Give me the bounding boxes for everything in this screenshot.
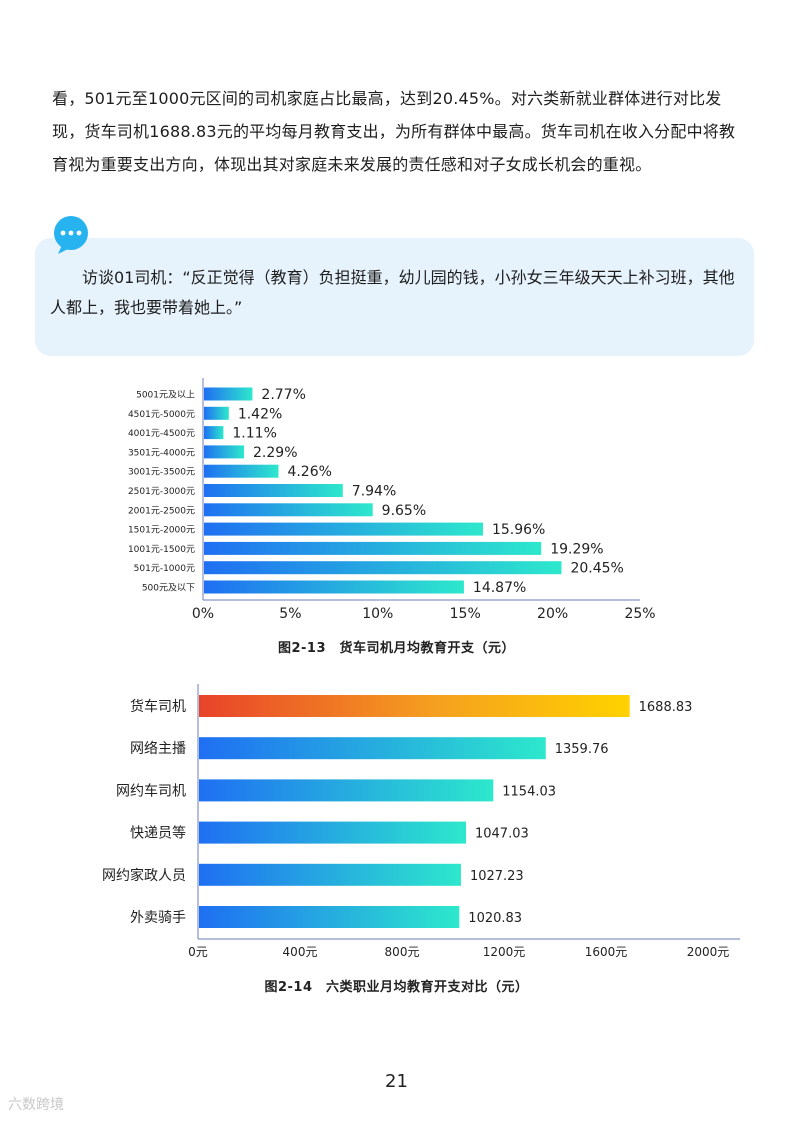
x-tick-label: 20%	[537, 606, 568, 622]
x-tick-label: 400元	[283, 945, 318, 959]
value-label: 14.87%	[473, 580, 526, 596]
category-label: 4501元-5000元	[128, 410, 195, 420]
value-label: 1.42%	[238, 406, 282, 422]
value-label: 1.11%	[232, 426, 276, 442]
x-tick-label: 800元	[385, 945, 420, 959]
category-label: 外卖骑手	[130, 910, 186, 926]
x-tick-label: 0元	[188, 945, 208, 959]
bar	[199, 821, 466, 844]
value-label: 1047.03	[475, 827, 529, 842]
x-tick-label: 25%	[624, 606, 655, 622]
bar	[204, 464, 279, 478]
value-label: 1020.83	[468, 911, 522, 926]
category-label: 1001元-1500元	[128, 545, 195, 555]
value-label: 4.26%	[287, 464, 331, 480]
chart-caption-2-14: 图2-14 六类职业月均教育开支对比（元）	[264, 980, 529, 995]
category-label: 2501元-3000元	[128, 487, 195, 497]
value-label: 19.29%	[550, 541, 603, 557]
bar	[204, 406, 229, 420]
x-tick-label: 1600元	[585, 945, 628, 959]
bar	[204, 580, 464, 594]
value-label: 15.96%	[492, 522, 545, 538]
x-tick-label: 2000元	[687, 945, 730, 959]
category-label: 货车司机	[130, 698, 186, 715]
value-label: 9.65%	[382, 503, 426, 519]
category-label: 网约家政人员	[102, 867, 186, 884]
category-label: 3001元-3500元	[128, 468, 195, 478]
category-label: 网约车司机	[116, 782, 186, 799]
category-label: 500元及以下	[142, 583, 195, 594]
category-label: 快递员等	[130, 825, 186, 842]
bar	[204, 522, 483, 536]
category-label: 501元-1000元	[134, 564, 195, 574]
bar	[204, 387, 253, 401]
bar	[204, 484, 343, 497]
x-tick-label: 10%	[362, 606, 393, 622]
category-label: 3501元-4000元	[128, 448, 195, 458]
value-label: 1688.83	[639, 700, 693, 715]
value-label: 1154.03	[502, 784, 556, 799]
category-label: 5001元及以上	[136, 390, 195, 401]
watermark: 六数跨境	[8, 1097, 64, 1113]
value-label: 20.45%	[570, 561, 623, 577]
value-label: 7.94%	[352, 484, 396, 500]
chart-six-occupation-education-spend: 货车司机 1688.83 网络主播 1359.76 网约车司机 1154.03 快递员等 10…	[102, 684, 740, 959]
interview-quote-text: 访谈01司机：“反正觉得（教育）负担挺重，幼儿园的钱，小孙女三年级天天上补习班，…	[50, 268, 735, 317]
chart-caption-2-13: 图2-13 货车司机月均教育开支（元）	[277, 641, 516, 656]
category-label: 网络主播	[130, 741, 186, 757]
bar	[199, 737, 546, 760]
bar	[204, 503, 373, 517]
body-paragraph: 看，501元至1000元区间的司机家庭占比最高，达到20.45%。对六类新就业群…	[52, 89, 736, 174]
category-label: 2001元-2500元	[128, 506, 195, 516]
x-tick-label: 0%	[192, 606, 214, 622]
value-label: 1027.23	[470, 869, 524, 884]
bar	[199, 695, 630, 717]
page-number: 21	[385, 1071, 408, 1092]
value-label: 1359.76	[555, 742, 609, 757]
bar	[204, 426, 224, 440]
bar	[204, 445, 245, 459]
chat-bubble-icon	[54, 216, 88, 254]
x-tick-label: 15%	[450, 606, 481, 622]
value-label: 2.77%	[261, 387, 305, 403]
bar	[204, 541, 542, 555]
interview-quote-box	[35, 238, 754, 356]
bar	[204, 561, 562, 575]
category-label: 4001元-4500元	[128, 429, 195, 439]
x-tick-label: 5%	[279, 606, 301, 622]
bar	[199, 779, 494, 802]
bar	[199, 863, 461, 886]
value-label: 2.29%	[253, 445, 297, 461]
chart-monthly-education-spend-distribution: 5001元及以上 2.77% 4501元-5000元 1.42% 4001元-4500元…	[128, 378, 656, 622]
bar	[199, 906, 460, 928]
category-label: 1501元-2000元	[128, 526, 195, 536]
x-tick-label: 1200元	[483, 945, 526, 959]
